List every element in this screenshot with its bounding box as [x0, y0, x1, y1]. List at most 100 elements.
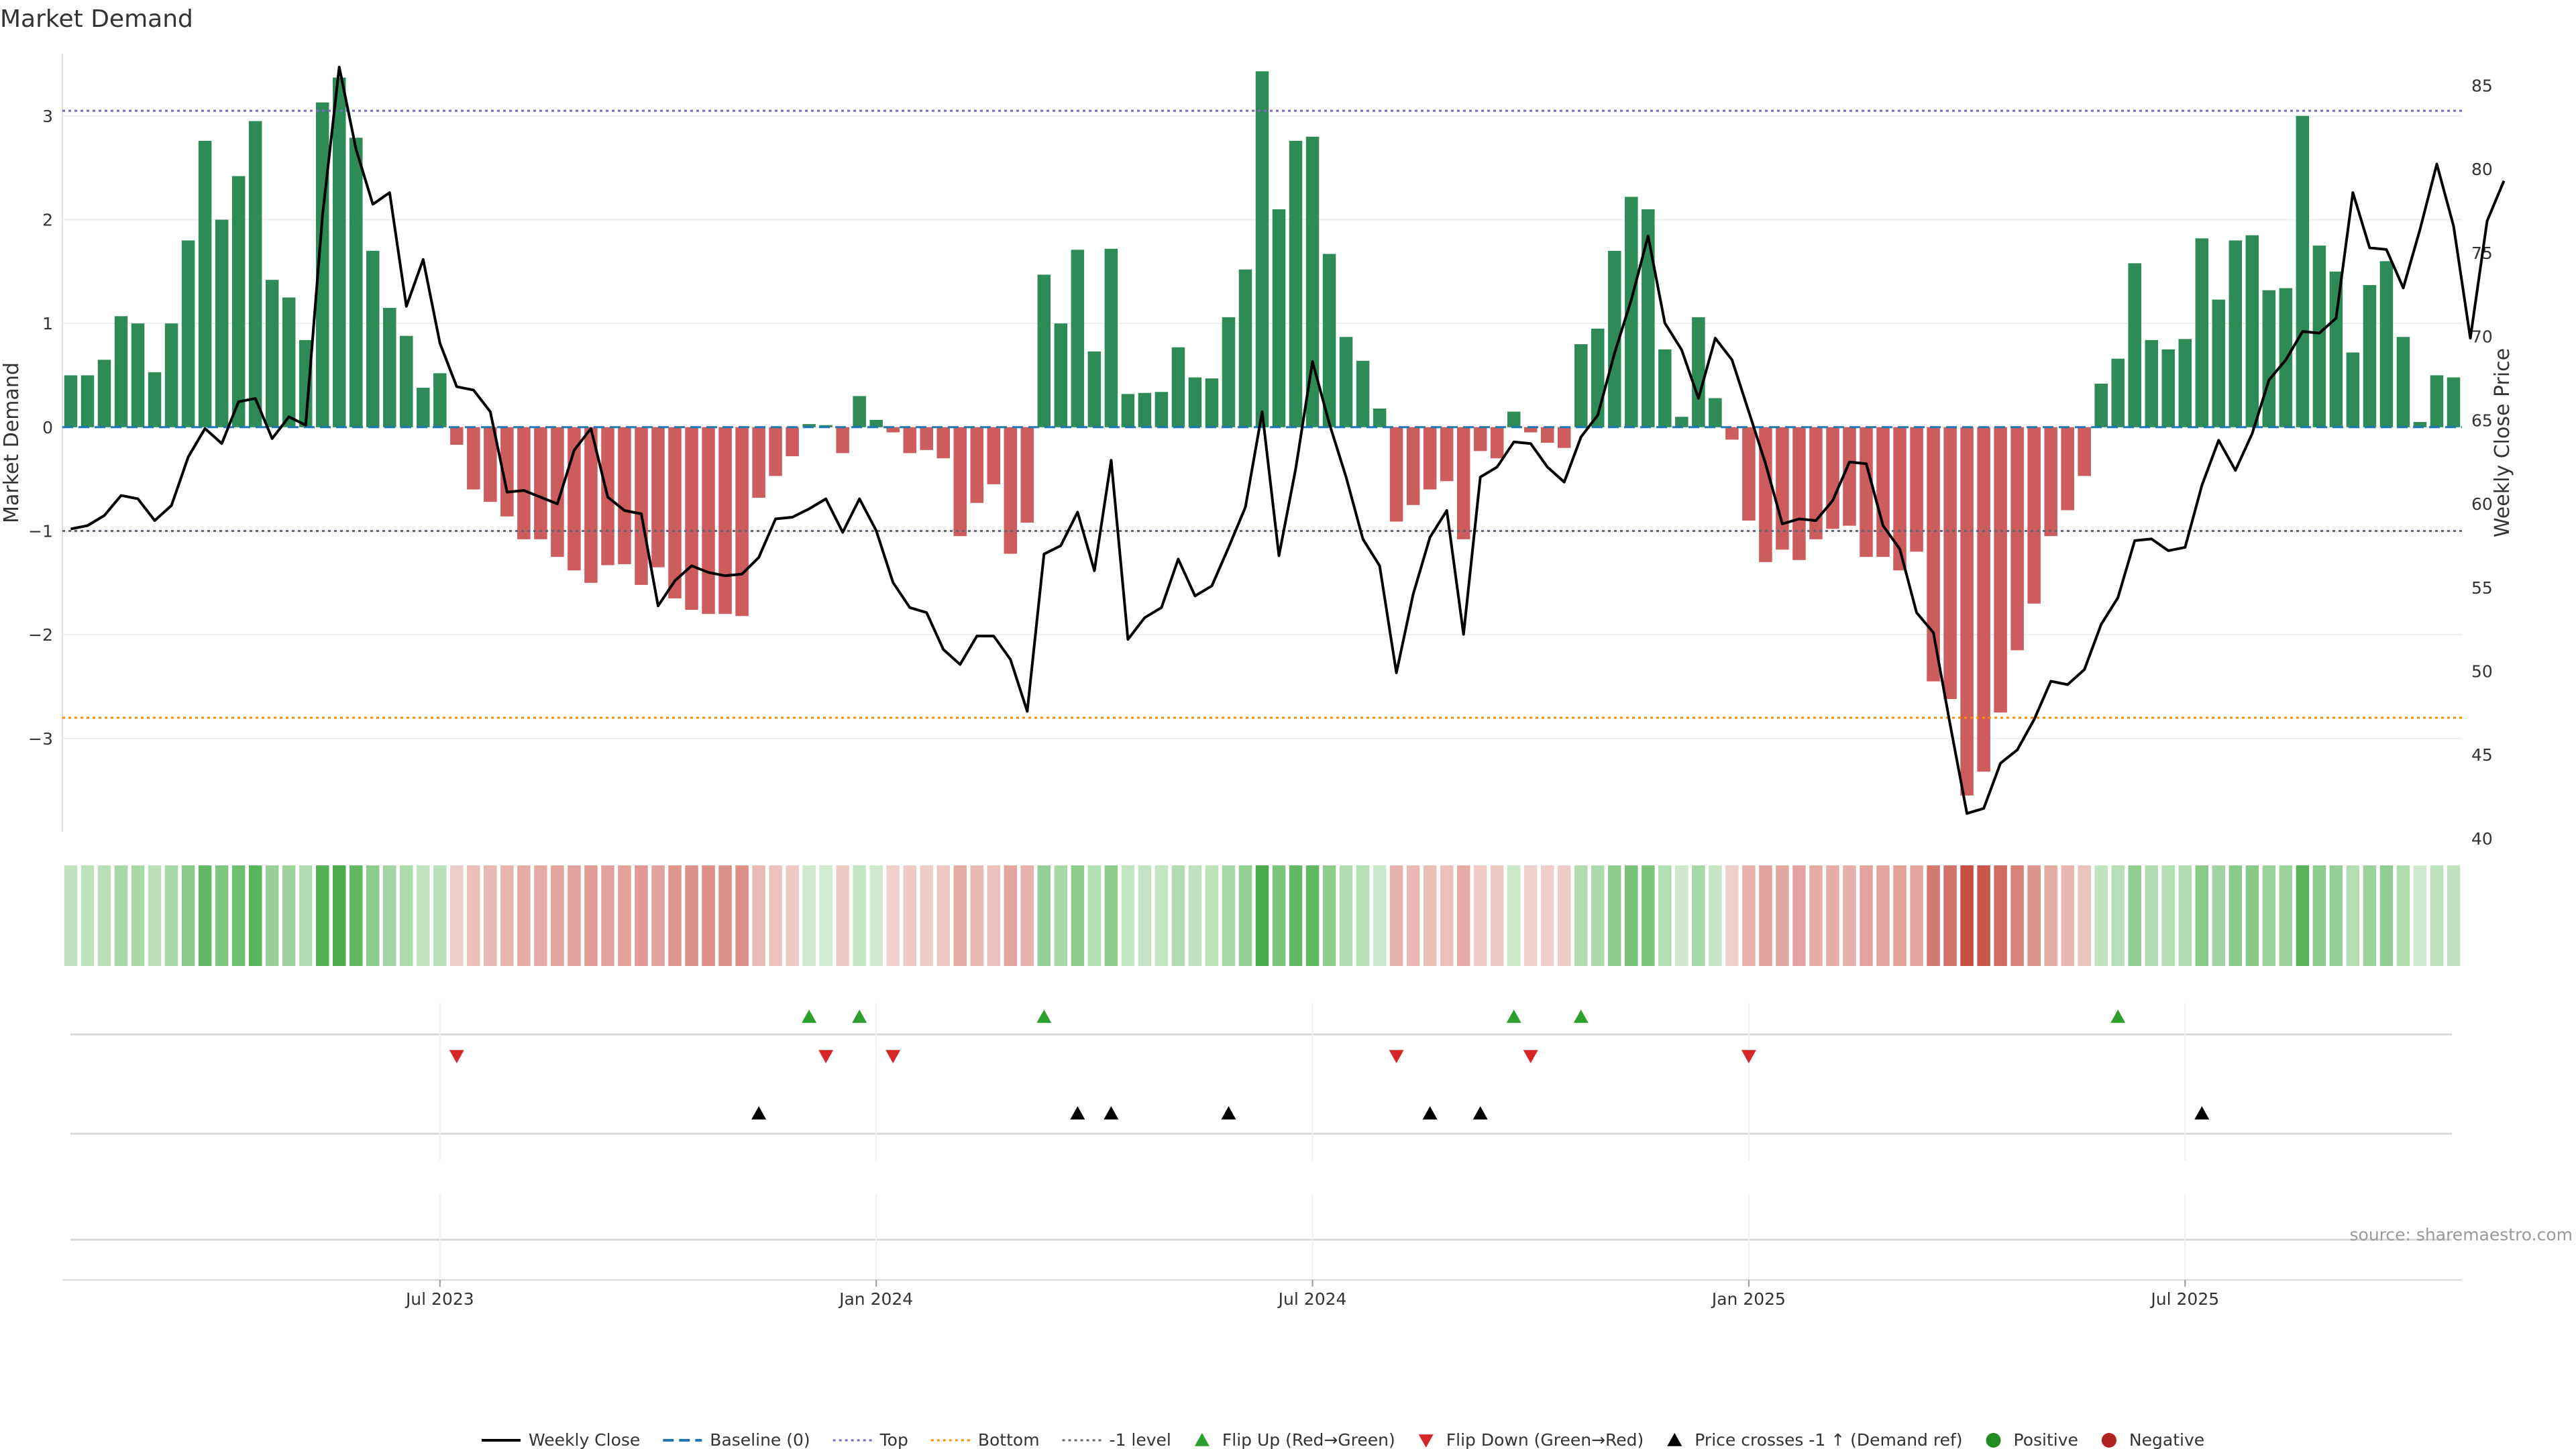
heat-cell — [433, 865, 447, 966]
demand-bar — [1826, 427, 1839, 529]
heat-cell — [266, 865, 279, 966]
demand-bar — [1960, 427, 1974, 796]
y-tick-label: −3 — [28, 729, 53, 749]
heat-cell — [1491, 865, 1504, 966]
legend-label: Price crosses -1 ↑ (Demand ref) — [1695, 1430, 1962, 1449]
heat-cell — [2111, 865, 2125, 966]
demand-bar — [769, 427, 782, 476]
heat-cell — [1642, 865, 1655, 966]
legend: Weekly Close Baseline (0) Top Bottom -1 leve… — [482, 1430, 2204, 1449]
heat-cell — [215, 865, 229, 966]
demand-bar — [718, 427, 732, 614]
heat-cell — [2044, 865, 2057, 966]
demand-bar — [2363, 285, 2377, 427]
demand-bar — [2196, 238, 2209, 427]
legend-swatch-triangle — [1195, 1433, 1210, 1446]
y2-tick-label: 65 — [2471, 411, 2493, 430]
x-tick-label: Jan 2024 — [838, 1289, 913, 1309]
demand-bar — [1843, 427, 1856, 526]
heat-cell — [971, 865, 984, 966]
x-tick-label: Jul 2024 — [1277, 1289, 1347, 1309]
demand-bar — [1675, 417, 1688, 427]
demand-bar — [1558, 427, 1571, 448]
heat-cell — [1289, 865, 1303, 966]
legend-item: Flip Up (Red→Green) — [1195, 1430, 1395, 1449]
demand-bar — [182, 240, 195, 427]
legend-label: Flip Up (Red→Green) — [1222, 1430, 1395, 1449]
demand-bar — [1709, 398, 1722, 427]
demand-bar — [2430, 375, 2444, 427]
y2-tick-label: 85 — [2471, 76, 2493, 95]
heat-cell — [1759, 865, 1772, 966]
demand-heat-strip — [64, 865, 2460, 966]
demand-bar — [1424, 427, 1437, 490]
legend-item: Price crosses -1 ↑ (Demand ref) — [1667, 1430, 1962, 1449]
flip-up-marker — [802, 1010, 816, 1023]
demand-bar — [1507, 412, 1521, 427]
demand-bar — [1088, 352, 1102, 427]
heat-cell — [81, 865, 95, 966]
heat-cell — [1088, 865, 1102, 966]
demand-bar — [869, 420, 883, 427]
demand-bar — [517, 427, 531, 539]
heat-cell — [1826, 865, 1839, 966]
heat-cell — [1172, 865, 1185, 966]
heat-cell — [2027, 865, 2041, 966]
heat-cell — [1205, 865, 1219, 966]
flip-down-marker — [818, 1050, 833, 1063]
heat-cell — [1725, 865, 1739, 966]
heat-cell — [2347, 865, 2360, 966]
demand-bar — [2313, 246, 2326, 427]
y2-tick-label: 45 — [2471, 745, 2493, 765]
demand-bar — [2161, 350, 2175, 427]
heat-cell — [568, 865, 581, 966]
demand-bar — [1222, 317, 1236, 427]
demand-bar — [920, 427, 933, 450]
heat-cell — [383, 865, 396, 966]
demand-bar — [1273, 209, 1286, 427]
legend-label: -1 level — [1110, 1430, 1171, 1449]
y-axis-label: Market Demand — [0, 362, 23, 523]
demand-bar — [1356, 361, 1370, 427]
legend-item: Weekly Close — [482, 1430, 640, 1449]
demand-bar — [1574, 344, 1588, 427]
demand-bar — [685, 427, 698, 610]
demand-bar — [1340, 337, 1353, 427]
demand-bar — [1390, 427, 1403, 522]
price-cross-marker — [2194, 1106, 2209, 1120]
heat-cell — [1071, 865, 1085, 966]
demand-bar — [333, 78, 346, 427]
demand-bar — [651, 427, 665, 568]
heat-cell — [2414, 865, 2427, 966]
heat-cell — [2330, 865, 2343, 966]
heat-cell — [2229, 865, 2243, 966]
demand-bar — [1407, 427, 1420, 505]
demand-bar — [2347, 352, 2360, 427]
demand-bar — [1977, 427, 1990, 771]
heat-cell — [450, 865, 464, 966]
demand-bar — [635, 427, 648, 585]
heat-cell — [1222, 865, 1236, 966]
heat-cell — [1675, 865, 1688, 966]
demand-bar — [2246, 235, 2259, 427]
demand-bar — [2296, 116, 2310, 427]
flip-up-marker — [852, 1010, 867, 1023]
heat-cell — [1424, 865, 1437, 966]
heat-cell — [199, 865, 212, 966]
y-tick-label: 0 — [42, 418, 53, 437]
heat-cell — [500, 865, 514, 966]
heat-cell — [2145, 865, 2158, 966]
demand-bar — [1038, 274, 1051, 427]
heat-cell — [1591, 865, 1605, 966]
heat-cell — [903, 865, 916, 966]
heat-cell — [1440, 865, 1454, 966]
demand-bar — [1055, 323, 1068, 427]
demand-bar — [1876, 427, 1890, 557]
heat-cell — [2061, 865, 2074, 966]
heat-cell — [1105, 865, 1118, 966]
heat-cell — [1507, 865, 1521, 966]
heat-cell — [232, 865, 246, 966]
heat-cell — [2296, 865, 2310, 966]
x-tick-label: Jul 2023 — [405, 1289, 474, 1309]
